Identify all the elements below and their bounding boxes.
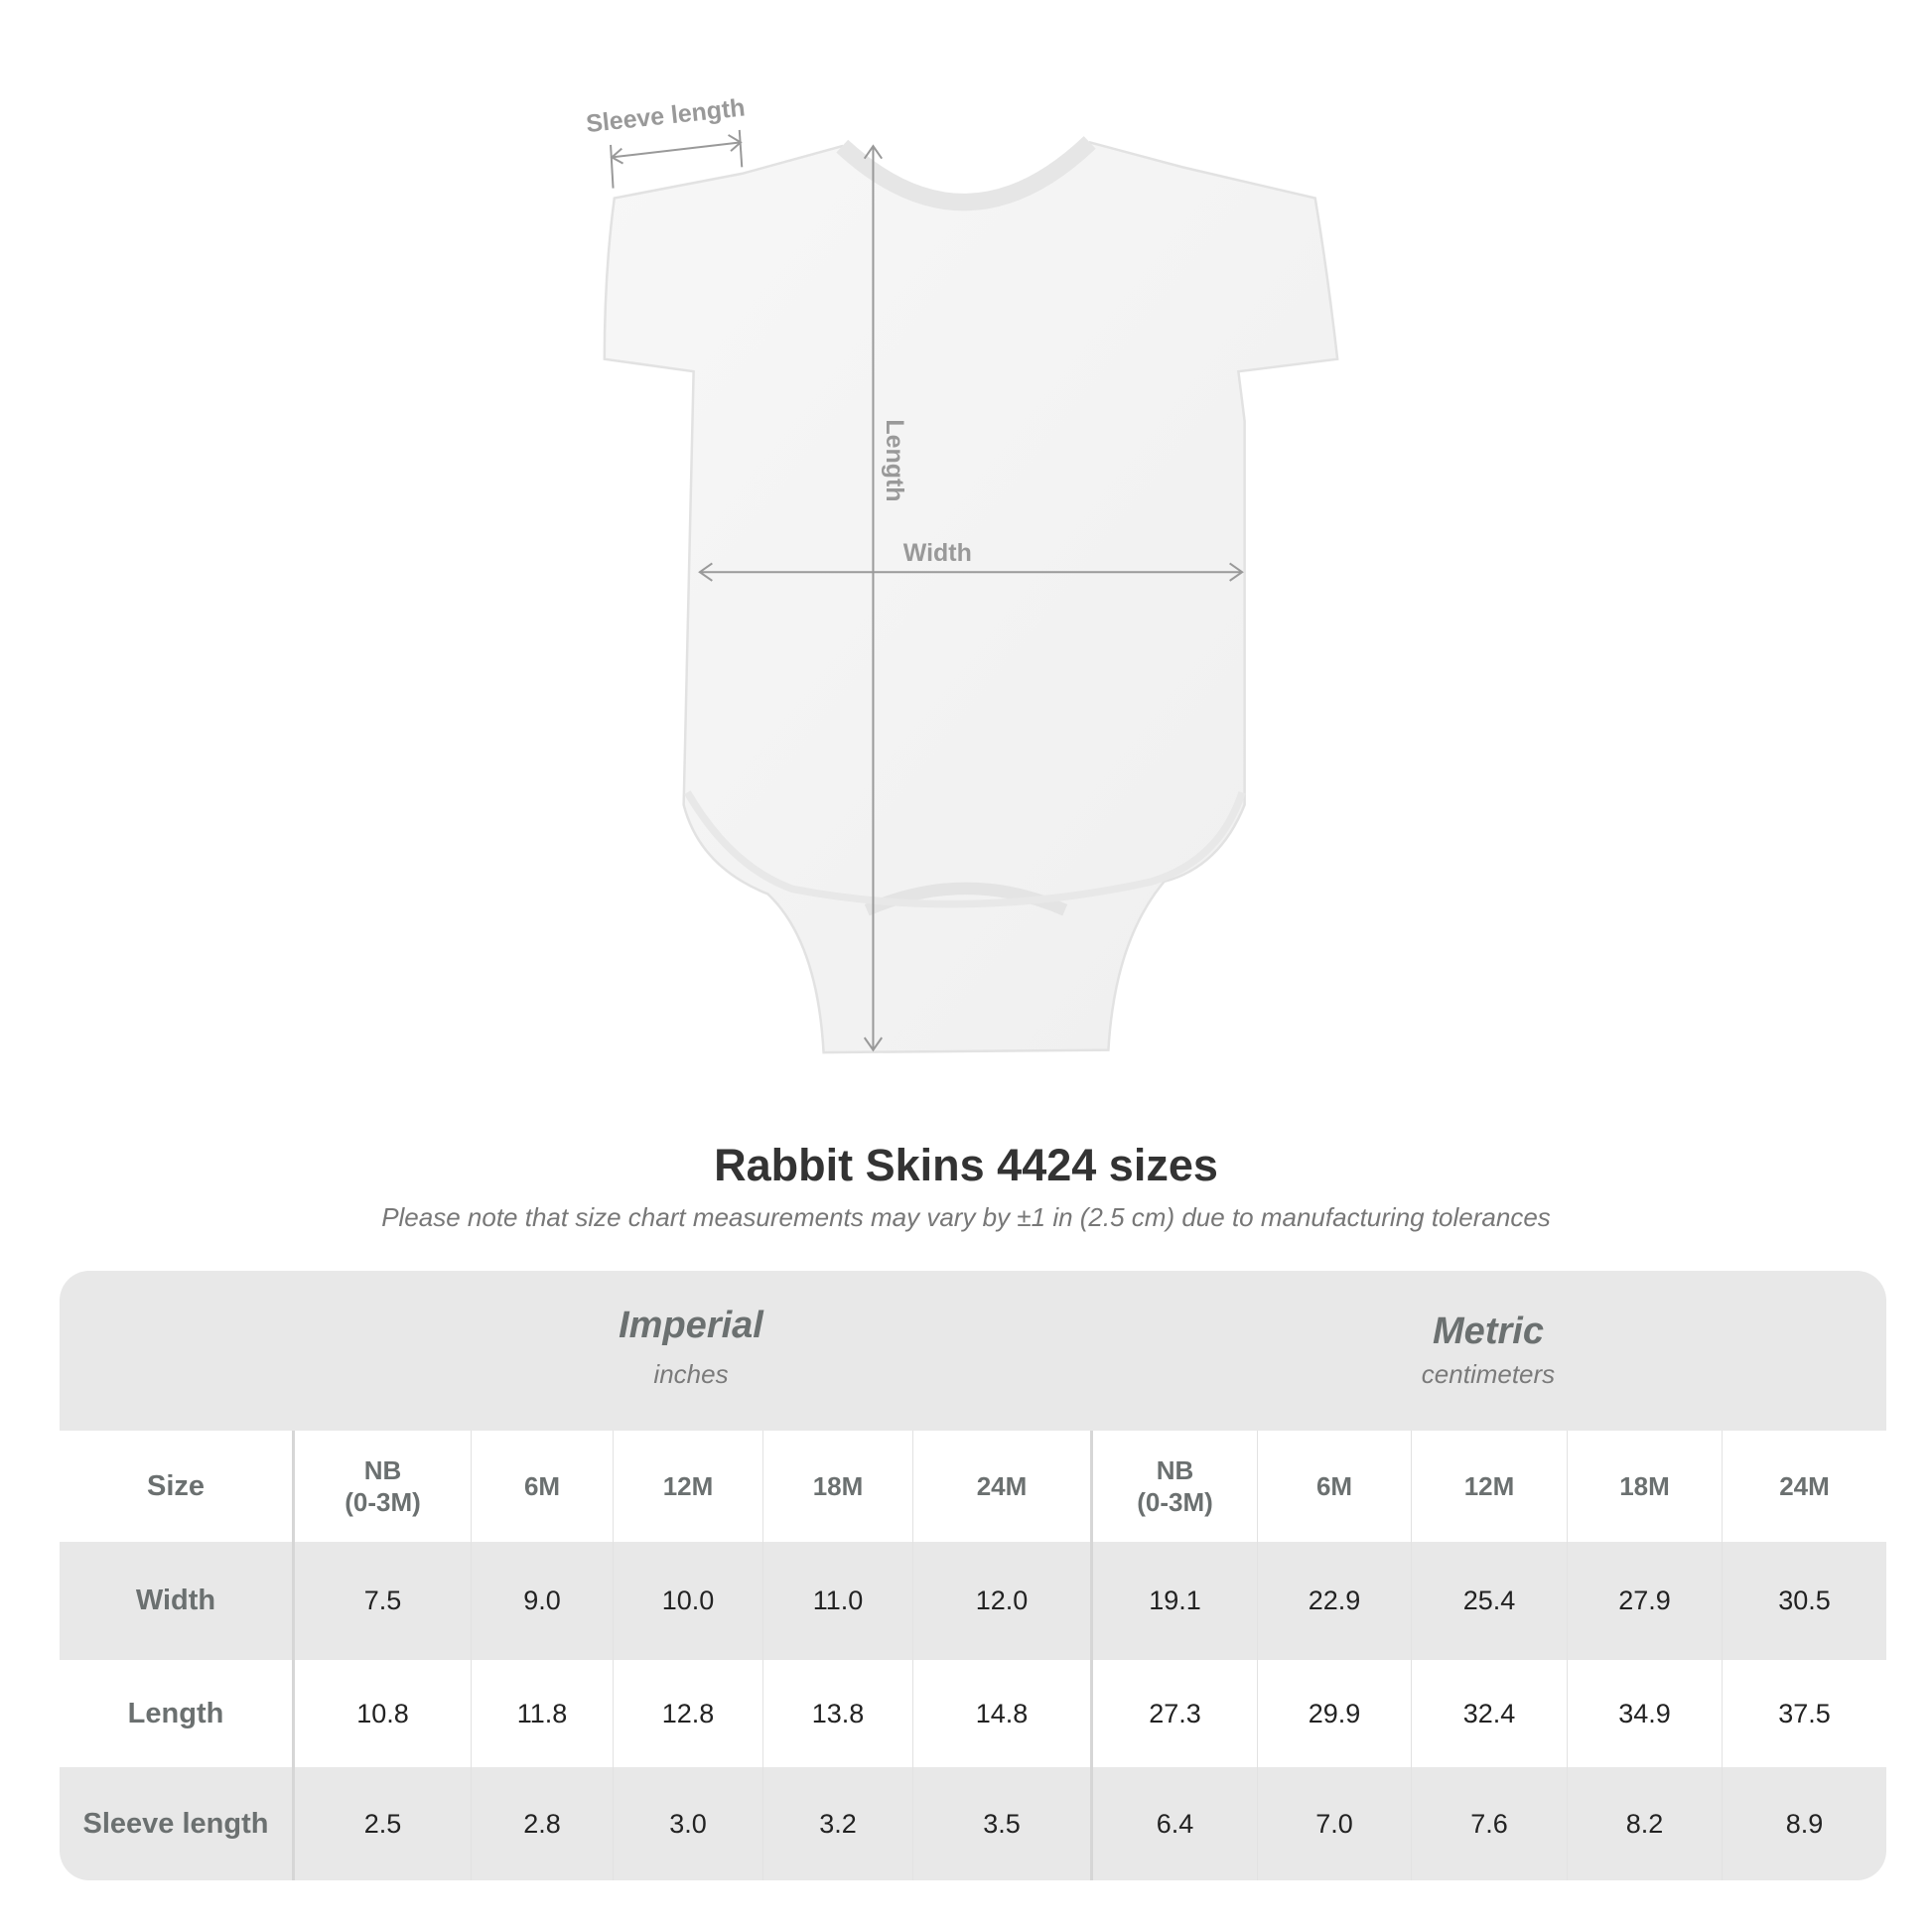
value-cell: 22.9 — [1257, 1542, 1411, 1660]
sleeve-length-annotation: Sleeve length — [585, 93, 747, 138]
value-cell: 30.5 — [1722, 1542, 1886, 1660]
unit-header-band: Imperial inches Metric centimeters — [60, 1271, 1886, 1431]
size-header-cell: 24M — [912, 1431, 1090, 1542]
size-header-cell: NB (0-3M) — [1090, 1431, 1257, 1542]
value-cell: 19.1 — [1090, 1542, 1257, 1660]
size-row: Size NB (0-3M) 6M 12M 18M 24M NB (0-3M) 6M 12M 18… — [60, 1431, 1886, 1542]
value-cell: 13.8 — [762, 1660, 912, 1767]
onesie-diagram: Sleeve length Length Width — [585, 93, 1339, 1054]
size-header-cell: 6M — [471, 1431, 613, 1542]
value-cell: 11.8 — [471, 1660, 613, 1767]
value-cell: 3.2 — [762, 1767, 912, 1880]
table-row-width: Width 7.5 9.0 10.0 11.0 12.0 19.1 22.9 25.4 27.9 3… — [60, 1542, 1886, 1660]
size-header-cell: 6M — [1257, 1431, 1411, 1542]
value-cell: 7.0 — [1257, 1767, 1411, 1880]
value-cell: 29.9 — [1257, 1660, 1411, 1767]
value-cell: 14.8 — [912, 1660, 1090, 1767]
value-cell: 34.9 — [1567, 1660, 1722, 1767]
value-cell: 32.4 — [1411, 1660, 1567, 1767]
size-header-cell: NB (0-3M) — [292, 1431, 471, 1542]
tolerance-note: Please note that size chart measurements… — [381, 1202, 1551, 1232]
page-title: Rabbit Skins 4424 sizes — [714, 1140, 1218, 1190]
row-label: Width — [135, 1585, 216, 1616]
row-label: Length — [127, 1697, 224, 1729]
metric-title: Metric — [1433, 1311, 1544, 1352]
imperial-header: Imperial inches — [292, 1305, 1090, 1390]
size-header-cell: 24M — [1722, 1431, 1886, 1542]
size-header-cell: 18M — [1567, 1431, 1722, 1542]
row-label: Size — [146, 1469, 206, 1502]
value-cell: 2.5 — [292, 1767, 471, 1880]
value-cell: 3.5 — [912, 1767, 1090, 1880]
value-cell: 27.9 — [1567, 1542, 1722, 1660]
width-annotation: Width — [903, 539, 972, 567]
metric-unit: centimeters — [1421, 1359, 1556, 1389]
value-cell: 7.6 — [1411, 1767, 1567, 1880]
table-row-length: Length 10.8 11.8 12.8 13.8 14.8 27.3 29.9 32.4 34… — [60, 1660, 1886, 1767]
table-row-sleeve-length: Sleeve length 2.5 2.8 3.0 3.2 3.5 6.4 7.0 7.6 8.2… — [60, 1767, 1886, 1880]
value-cell: 9.0 — [471, 1542, 613, 1660]
value-cell: 25.4 — [1411, 1542, 1567, 1660]
size-header-cell: 12M — [1411, 1431, 1567, 1542]
value-cell: 6.4 — [1090, 1767, 1257, 1880]
value-cell: 12.8 — [613, 1660, 762, 1767]
value-cell: 27.3 — [1090, 1660, 1257, 1767]
imperial-title: Imperial — [619, 1305, 763, 1346]
value-cell: 7.5 — [292, 1542, 471, 1660]
measurement-arrows — [610, 129, 1244, 1052]
value-cell: 3.0 — [613, 1767, 762, 1880]
size-chart-table: Imperial inches Metric centimeters Size N… — [60, 1271, 1886, 1880]
value-cell: 10.8 — [292, 1660, 471, 1767]
value-cell: 37.5 — [1722, 1660, 1886, 1767]
onesie-garment — [603, 136, 1339, 1054]
metric-header: Metric centimeters — [1090, 1311, 1886, 1390]
imperial-unit: inches — [653, 1359, 729, 1389]
value-cell: 8.2 — [1567, 1767, 1722, 1880]
length-annotation: Length — [881, 419, 908, 501]
value-cell: 10.0 — [613, 1542, 762, 1660]
value-cell: 2.8 — [471, 1767, 613, 1880]
row-label: Sleeve length — [82, 1807, 269, 1840]
value-cell: 8.9 — [1722, 1767, 1886, 1880]
value-cell: 11.0 — [762, 1542, 912, 1660]
size-header-cell: 12M — [613, 1431, 762, 1542]
size-header-cell: 18M — [762, 1431, 912, 1542]
value-cell: 12.0 — [912, 1542, 1090, 1660]
